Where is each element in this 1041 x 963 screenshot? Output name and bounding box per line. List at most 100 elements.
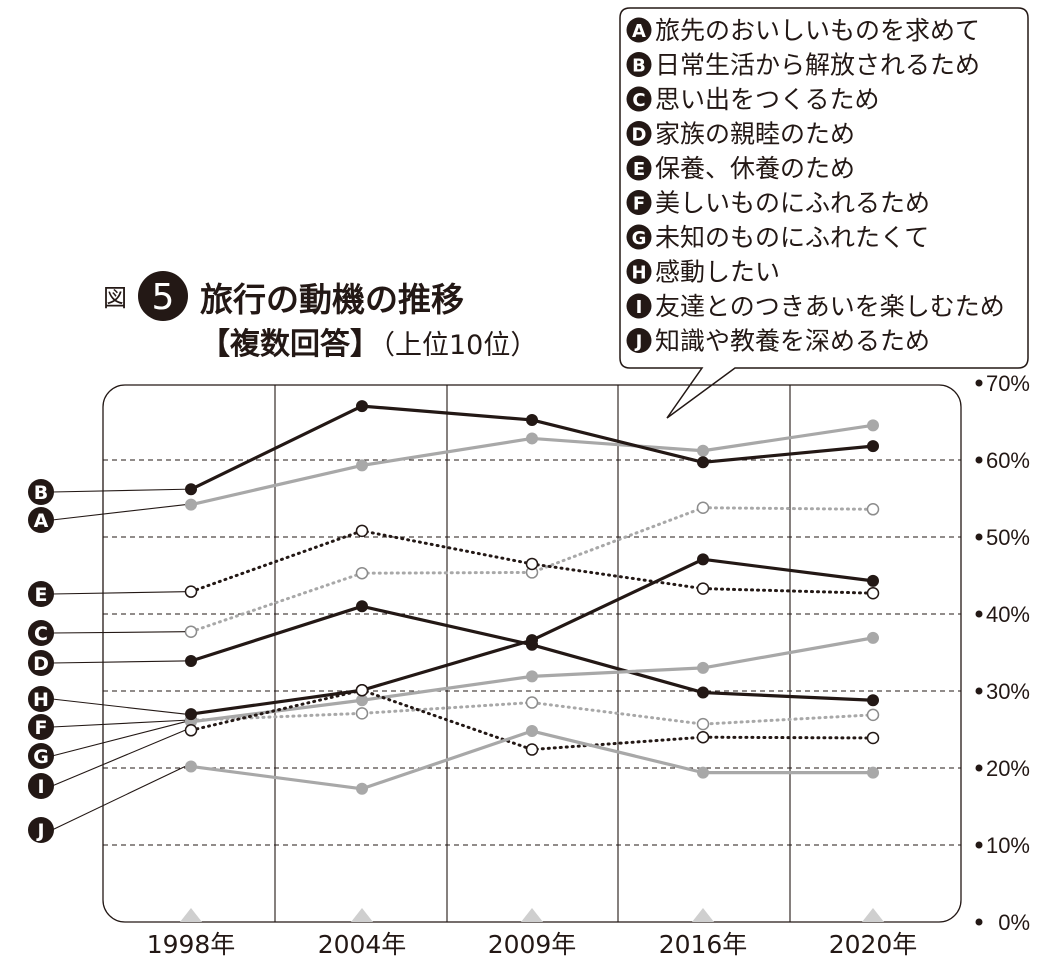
data-point xyxy=(355,566,369,580)
series-badge xyxy=(28,479,54,505)
y-tick-dot xyxy=(975,456,983,464)
leader-line xyxy=(51,504,186,521)
data-point xyxy=(696,717,710,731)
legend-box xyxy=(619,7,1029,419)
series-badge xyxy=(28,714,54,740)
data-point xyxy=(697,766,709,779)
x-tick-label: 2004年 xyxy=(318,930,407,959)
y-tick-label: 50% xyxy=(986,525,1030,550)
legend-badge-letter: A xyxy=(632,21,646,42)
y-tick-label: 10% xyxy=(986,833,1030,858)
legend: A 旅先のおいしいものを求めて B 日常生活から解放されるため C 思い出をつくるため D 家… xyxy=(626,16,1005,356)
data-point xyxy=(355,707,369,720)
legend-label: 家族の親睦のため xyxy=(655,120,855,149)
data-point xyxy=(184,625,198,638)
y-tick-label: 40% xyxy=(986,602,1030,627)
series-badge xyxy=(28,686,54,712)
series-labels: AB CD E FG H IJ xyxy=(28,479,186,843)
data-point xyxy=(185,483,197,496)
data-point xyxy=(697,686,709,699)
data-point xyxy=(867,419,879,432)
data-point xyxy=(526,634,538,647)
data-point xyxy=(184,724,198,737)
series-badge-letter: B xyxy=(34,482,48,504)
legend-label: 保養、休養のため xyxy=(655,154,855,183)
y-tick-dot xyxy=(975,764,983,772)
series-line xyxy=(189,506,875,634)
legend-badge-letter: C xyxy=(632,90,645,111)
y-tick-dot xyxy=(975,841,983,849)
series-line xyxy=(190,604,874,702)
data-point xyxy=(866,586,880,600)
data-point xyxy=(526,432,538,445)
data-point xyxy=(867,766,879,779)
figure-number-badge xyxy=(138,271,188,321)
series-badge-letter: J xyxy=(35,820,44,842)
series-badge-letter: G xyxy=(33,746,49,768)
data-point xyxy=(697,444,709,457)
series-lines xyxy=(184,400,880,795)
series-badge-letter: H xyxy=(33,689,49,711)
data-point xyxy=(696,582,710,595)
x-tick-label: 2020年 xyxy=(829,930,918,959)
series-badge xyxy=(28,743,54,769)
legend-badge xyxy=(626,190,652,215)
legend-badge-letter: H xyxy=(631,263,646,284)
legend-label: 知識や教養を深めるため xyxy=(655,327,930,356)
series-badge-letter: I xyxy=(37,776,44,798)
x-tick-marker xyxy=(692,908,714,922)
y-tick-dot xyxy=(975,533,983,541)
data-point xyxy=(526,413,538,426)
legend-badge xyxy=(626,17,652,43)
data-point xyxy=(867,631,879,644)
data-point xyxy=(355,524,369,538)
data-point xyxy=(526,670,538,683)
y-tick-label: 0% xyxy=(998,910,1030,935)
plot-frame xyxy=(102,384,962,923)
leader-line xyxy=(51,698,186,715)
data-point xyxy=(866,708,880,722)
series-g xyxy=(185,631,879,728)
series-d xyxy=(185,600,879,707)
data-point xyxy=(697,553,709,566)
legend-badge xyxy=(626,224,652,250)
horizontal-gridlines xyxy=(103,459,961,846)
data-point xyxy=(185,498,197,511)
data-point xyxy=(697,661,709,674)
data-point xyxy=(866,503,880,516)
legend-badge xyxy=(626,86,652,112)
legend-label: 美しいものにふれるため xyxy=(655,189,930,218)
x-tick-marker xyxy=(521,908,543,922)
x-tick-label: 2016年 xyxy=(659,930,748,959)
legend-label: 日常生活から解放されるため xyxy=(655,51,980,80)
chart-subtitle: 【複数回答】 xyxy=(200,327,380,362)
data-point xyxy=(185,708,197,721)
leader-line xyxy=(51,591,186,595)
data-point xyxy=(355,683,369,697)
series-h xyxy=(185,553,879,721)
leader-line xyxy=(51,719,186,728)
data-point xyxy=(696,730,710,744)
data-point xyxy=(867,574,879,587)
series-line xyxy=(190,729,873,791)
legend-badge xyxy=(626,259,652,284)
legend-label: 感動したい xyxy=(655,258,780,287)
series-badge xyxy=(28,817,54,843)
legend-label: 友達とのつきあいを楽しむため xyxy=(655,292,1005,321)
leader-line xyxy=(51,488,186,493)
series-j xyxy=(185,725,879,795)
y-tick-label: 20% xyxy=(986,756,1030,781)
series-a xyxy=(185,419,879,511)
legend-label: 旅先のおいしいものを求めて xyxy=(655,16,980,45)
data-point xyxy=(867,694,879,707)
series-i xyxy=(184,683,880,756)
y-axis: 0% 10% 20% 30% 40% 50% 60% 70% xyxy=(975,371,1030,935)
legend-badge-letter: B xyxy=(632,56,646,77)
legend-badge-letter: I xyxy=(636,297,643,318)
leader-line xyxy=(51,660,186,664)
x-tick-marker xyxy=(180,908,202,922)
data-point xyxy=(697,456,709,469)
legend-badge xyxy=(626,121,652,146)
legend-badge-letter: E xyxy=(633,159,645,180)
